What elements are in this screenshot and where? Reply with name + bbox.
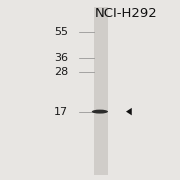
Text: NCI-H292: NCI-H292: [95, 7, 157, 20]
Text: 28: 28: [54, 67, 68, 77]
Text: 55: 55: [54, 27, 68, 37]
Text: 36: 36: [54, 53, 68, 63]
Polygon shape: [126, 108, 132, 115]
Text: 17: 17: [54, 107, 68, 117]
Bar: [94, 7, 108, 175]
Ellipse shape: [92, 110, 108, 114]
